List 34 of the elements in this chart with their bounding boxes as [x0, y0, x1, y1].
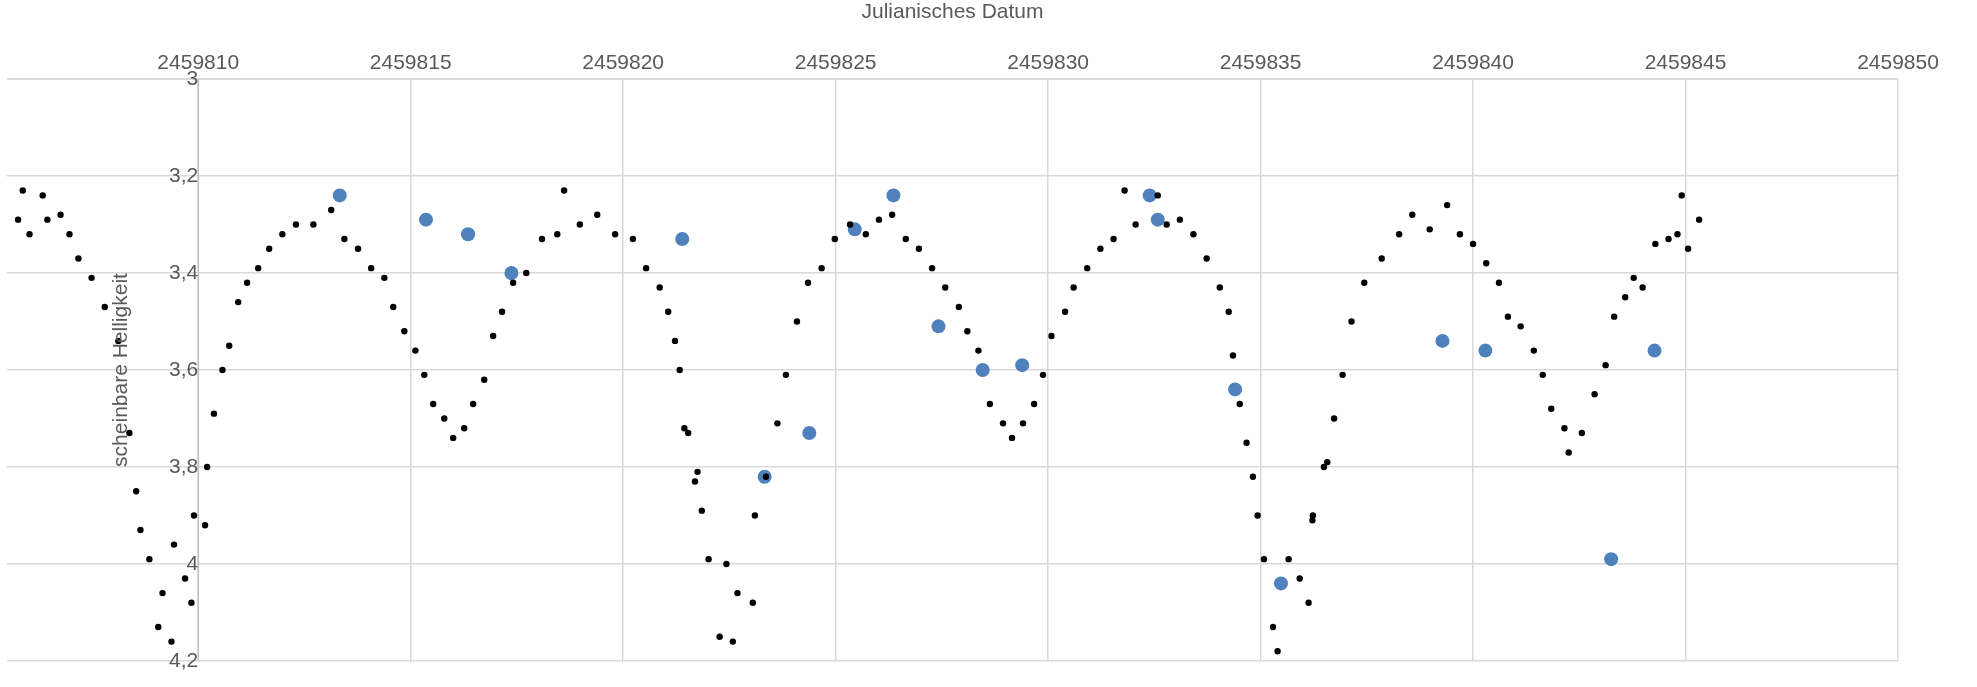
y-tick-label: 3,8 — [169, 453, 199, 477]
x-tick-label: 2459820 — [582, 50, 665, 74]
point — [504, 266, 519, 280]
point — [1273, 576, 1288, 591]
x-tick-label: 2459825 — [794, 50, 877, 74]
point — [886, 188, 901, 203]
x-tick-label: 2459830 — [1007, 50, 1089, 74]
x-tick-label: 2459850 — [1857, 50, 1939, 74]
point — [1478, 343, 1493, 358]
point — [1228, 382, 1243, 397]
point — [975, 363, 990, 377]
point — [675, 232, 690, 247]
x-axis-title: Julianisches Datum — [861, 0, 1044, 23]
y-tick-label: 4 — [186, 550, 199, 574]
y-tick-label: 3,6 — [169, 356, 199, 380]
point — [1435, 333, 1450, 348]
x-tick-label: 2459835 — [1219, 50, 1302, 74]
point — [1604, 552, 1619, 567]
y-tick-label: 3,4 — [169, 259, 199, 283]
point — [1015, 358, 1030, 373]
point — [1647, 343, 1662, 358]
x-tick-label: 2459845 — [1644, 50, 1727, 74]
x-tick-label: 2459815 — [369, 50, 452, 74]
point — [332, 188, 347, 203]
point — [1142, 188, 1157, 203]
point — [461, 227, 476, 242]
point — [419, 212, 433, 227]
point — [1150, 212, 1165, 227]
point — [802, 426, 817, 441]
y-tick-label: 4,2 — [169, 647, 199, 671]
point — [931, 319, 946, 334]
x-tick-label: 2459840 — [1432, 50, 1514, 74]
y-tick-label: 3,2 — [169, 162, 199, 186]
y-axis-title: scheinbare Helligkeit — [108, 273, 132, 467]
